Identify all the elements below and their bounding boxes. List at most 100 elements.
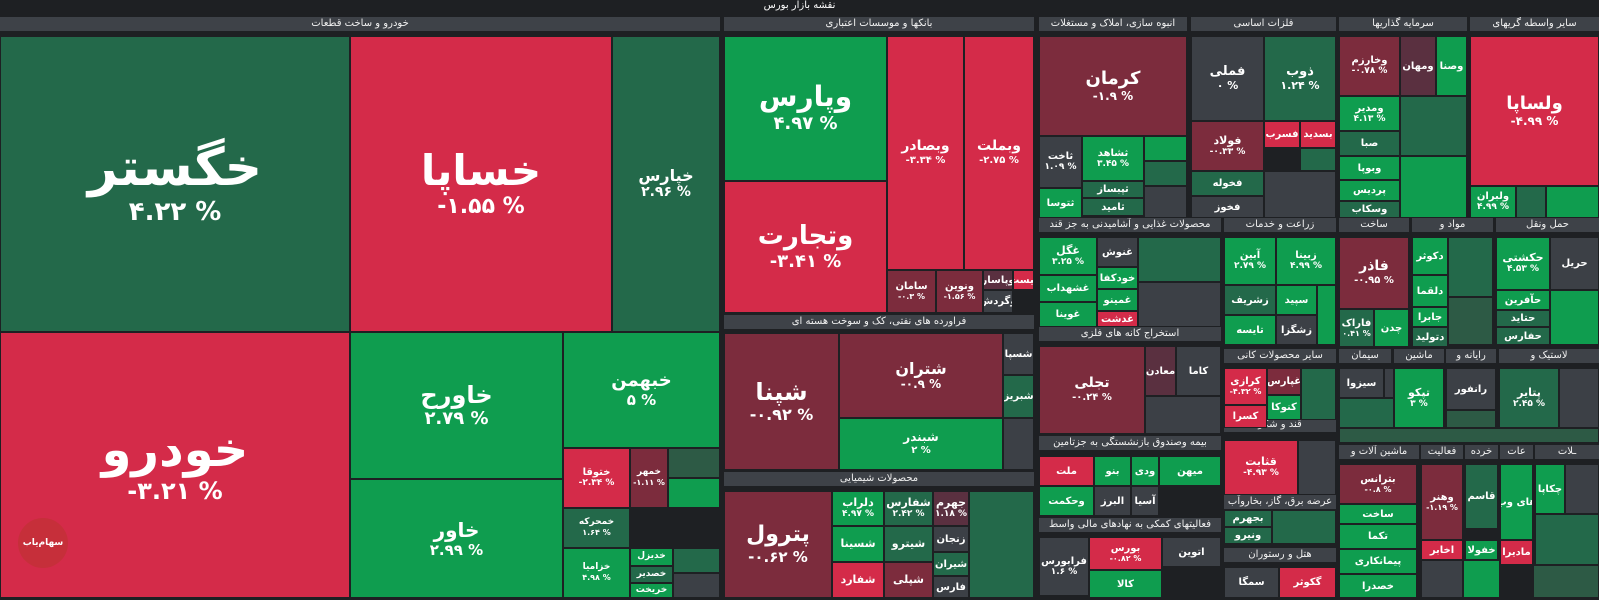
stock-tile[interactable]: قثابت -۴.۹۳ % <box>1224 440 1298 495</box>
stock-tile[interactable]: وگردش <box>983 290 1013 313</box>
stock-tile[interactable]: فخوز <box>1191 196 1264 218</box>
sector-header[interactable]: ماشین <box>1394 349 1444 363</box>
stock-tile[interactable]: چدن <box>1374 309 1409 347</box>
stock-tile[interactable]: زشریف <box>1224 285 1276 315</box>
sector-header[interactable]: محصولات غذایی و آشامیدنی به جز قند <box>1039 218 1221 232</box>
stock-tile[interactable]: شسپا <box>1003 333 1034 375</box>
stock-tile[interactable]: وصنا <box>1436 36 1467 96</box>
sector-header[interactable]: ماشین آلات و <box>1339 445 1419 459</box>
stock-tile[interactable]: خمحرکه ۱.۶۴ % <box>563 508 630 548</box>
stock-tile[interactable]: مادیرا <box>1500 540 1533 565</box>
stock-tile[interactable]: شپنا -۰.۹۲ % <box>724 333 839 470</box>
stock-tile[interactable]: ثامید <box>1082 198 1144 216</box>
sector-header[interactable]: سایر محصولات کانی <box>1224 349 1336 363</box>
sector-header[interactable]: استخراج کانه های فلزی <box>1039 327 1221 341</box>
sector-header[interactable]: خودرو و ساخت قطعات <box>0 17 720 31</box>
treemap-cell[interactable] <box>1550 290 1599 345</box>
stock-tile[interactable]: حتاید <box>1496 310 1550 327</box>
stock-tile[interactable]: غوینا <box>1039 302 1097 327</box>
stock-tile[interactable]: ملت <box>1039 456 1094 486</box>
sector-header[interactable]: فلزات اساسی <box>1191 17 1336 31</box>
sector-header[interactable]: خرده <box>1465 445 1498 459</box>
treemap-cell[interactable] <box>1144 186 1187 218</box>
treemap-cell[interactable] <box>1384 368 1394 398</box>
stock-tile[interactable]: ولساپا -۴.۹۹ % <box>1470 36 1599 186</box>
stock-tile[interactable]: آبین ۲.۷۹ % <box>1224 237 1276 285</box>
sector-header[interactable]: لاستیک و <box>1499 349 1599 363</box>
treemap-cell[interactable] <box>1565 464 1599 514</box>
treemap-cell[interactable] <box>1546 186 1599 218</box>
sector-header[interactable]: بیمه وصندوق بازنشستگی به جزتامین <box>1039 436 1221 450</box>
stock-tile[interactable]: حآفرین <box>1496 290 1550 310</box>
stock-tile[interactable]: شسینا <box>832 526 884 562</box>
stock-tile[interactable]: شفارد <box>832 562 884 598</box>
stock-tile[interactable]: دتولید <box>1412 327 1448 347</box>
sector-header[interactable]: عرضه برق، گاز، بخاروآب <box>1224 495 1336 509</box>
stock-tile[interactable]: فخوله <box>1191 171 1264 196</box>
treemap-cell[interactable] <box>1516 186 1546 218</box>
treemap-cell[interactable] <box>1448 237 1493 297</box>
treemap-cell[interactable] <box>1446 410 1496 428</box>
sector-header[interactable]: سایر واسطه گریهای <box>1470 17 1599 31</box>
stock-tile[interactable]: وهنر -۱.۱۹ % <box>1421 464 1463 540</box>
stock-tile[interactable]: جابرا <box>1412 307 1448 327</box>
stock-tile[interactable]: غنوش <box>1097 237 1138 267</box>
stock-tile[interactable]: سمگا <box>1224 567 1279 598</box>
treemap-cell[interactable] <box>1317 285 1336 345</box>
stock-tile[interactable]: زشگزا <box>1276 315 1317 345</box>
stock-tile[interactable]: بورس -۰.۸۲ % <box>1089 537 1162 570</box>
stock-tile[interactable]: آسیا <box>1131 486 1159 516</box>
stock-tile[interactable]: شیترو <box>884 526 933 562</box>
sector-header[interactable]: محصولات شیمیایی <box>724 472 1034 486</box>
stock-tile[interactable]: کاما <box>1176 346 1221 396</box>
stock-tile[interactable]: اخابر <box>1421 540 1463 560</box>
treemap-cell[interactable] <box>1448 297 1493 345</box>
stock-tile[interactable]: خاورح ۲.۷۹ % <box>350 332 563 479</box>
stock-tile[interactable]: پتایر ۲.۴۵ % <box>1499 368 1559 428</box>
stock-tile[interactable]: کرازی -۴.۳۲ % <box>1224 368 1267 405</box>
stock-tile[interactable]: معادن <box>1145 346 1176 396</box>
stock-tile[interactable]: ثشاهد ۳.۴۵ % <box>1082 136 1144 181</box>
stock-tile[interactable]: ساخت <box>1339 504 1417 524</box>
stock-tile[interactable]: خصدیر <box>630 566 673 583</box>
stock-tile[interactable]: خدیزل <box>630 548 673 566</box>
treemap-cell[interactable] <box>1533 565 1599 598</box>
sector-header[interactable]: هتل و رستوران <box>1224 548 1336 562</box>
stock-tile[interactable]: خمهر -۱.۱۱ % <box>630 448 668 508</box>
stock-tile[interactable]: رانفور <box>1446 368 1496 410</box>
stock-tile[interactable]: های وب <box>1500 464 1533 540</box>
stock-tile[interactable]: کسرا <box>1224 405 1267 428</box>
stock-tile[interactable]: شپلی <box>884 562 933 598</box>
stock-tile[interactable]: بسدید <box>1300 121 1336 148</box>
stock-tile[interactable]: کالا <box>1089 570 1162 598</box>
stock-tile[interactable]: ونوین -۱.۵۶ % <box>936 270 983 313</box>
sector-header[interactable]: فراورده های نفتی، کک و سوخت هسته ای <box>724 315 1034 329</box>
stock-tile[interactable]: ودی <box>1131 456 1159 486</box>
stock-tile[interactable]: قاسم <box>1465 464 1498 529</box>
stock-tile[interactable]: ولبران ۴.۹۹ % <box>1470 186 1516 218</box>
stock-tile[interactable]: وتجارت -۳.۴۱ % <box>724 181 887 313</box>
sector-header[interactable]: رایانه و <box>1446 349 1496 363</box>
stock-tile[interactable]: ومدیر ۴.۱۳ % <box>1339 96 1400 131</box>
stock-tile[interactable]: خزامیا ۴.۹۸ % <box>563 548 630 598</box>
stock-tile[interactable]: خبهمن ۵ % <box>563 332 720 448</box>
stock-tile[interactable]: فولاد -۰.۳۳ % <box>1191 121 1264 171</box>
stock-tile[interactable]: وبملت -۲.۷۵ % <box>964 36 1034 270</box>
stock-tile[interactable]: غدشت <box>1097 311 1138 327</box>
treemap-cell[interactable] <box>673 548 720 573</box>
stock-tile[interactable]: خصدرا <box>1339 574 1417 598</box>
stock-tile[interactable]: فارس <box>933 576 969 598</box>
stock-tile[interactable]: خودکفا <box>1097 267 1138 289</box>
stock-tile[interactable]: زبینا ۴.۹۹ % <box>1276 237 1336 285</box>
stock-tile[interactable]: دکوثر <box>1412 237 1448 275</box>
stock-tile[interactable]: فملی ۰ % <box>1191 36 1264 121</box>
sector-header[interactable]: سرمایه گذاریها <box>1339 17 1467 31</box>
stock-tile[interactable]: فاراک ۰.۴۱ % <box>1339 309 1374 347</box>
stock-tile[interactable]: خفولا <box>1465 540 1498 560</box>
treemap-cell[interactable] <box>1421 560 1463 598</box>
stock-tile[interactable]: میهن <box>1159 456 1221 486</box>
stock-tile[interactable]: غگل ۳.۲۵ % <box>1039 237 1097 275</box>
stock-tile[interactable]: جهرم ۱.۱۸ % <box>933 491 969 526</box>
sector-header[interactable]: سیمان <box>1339 349 1391 363</box>
stock-tile[interactable]: حکشتی ۴.۵۳ % <box>1496 237 1550 290</box>
